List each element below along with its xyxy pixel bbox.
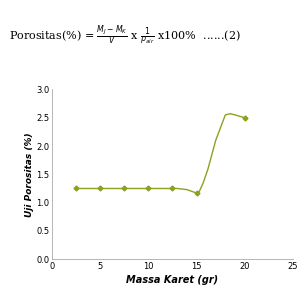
X-axis label: Massa Karet (gr): Massa Karet (gr)	[126, 275, 219, 285]
Y-axis label: Uji Porositas (%): Uji Porositas (%)	[25, 132, 34, 217]
Text: Porositas(%) = $\mathit{\frac{M_J - M_K}{V}}$ x $\frac{1}{\rho_{air}}$ x100%  ..: Porositas(%) = $\mathit{\frac{M_J - M_K}…	[9, 23, 241, 48]
